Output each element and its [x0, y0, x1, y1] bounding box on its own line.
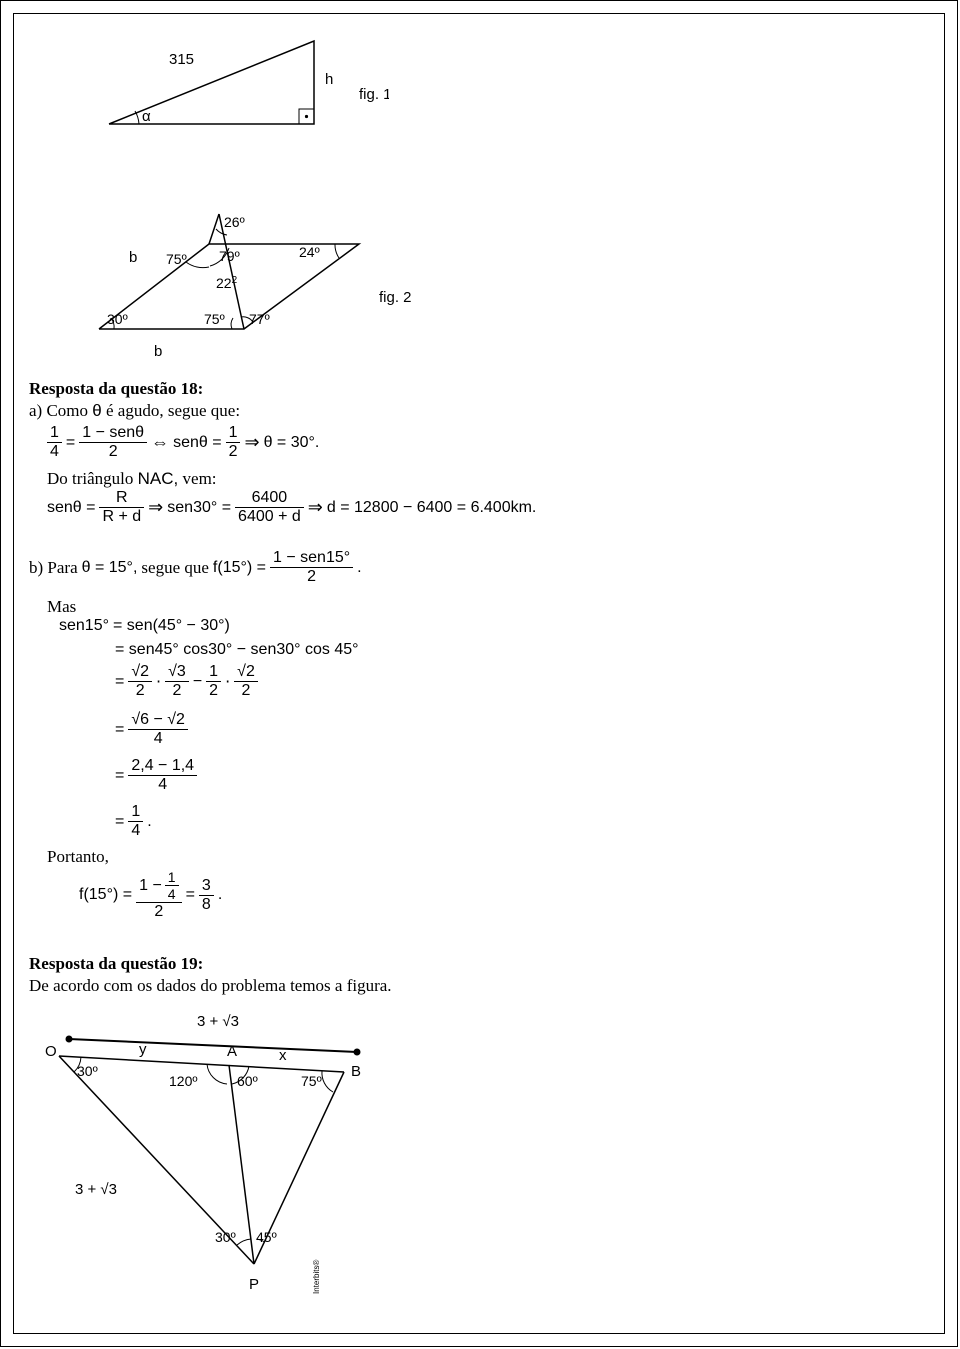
fig1-h-label: h: [325, 71, 333, 88]
q19-30a: 30º: [77, 1063, 98, 1079]
figure-2: 26º 79º 24º 75º 75º 77º 30º 222 b b fig.…: [69, 184, 449, 374]
fig2-79: 79º: [219, 248, 240, 264]
q19-B: B: [351, 1063, 361, 1080]
q19-60: 60º: [237, 1073, 258, 1089]
fig2-75b: 75º: [204, 311, 225, 327]
q18-tri-line: Do triângulo NAC, vem:: [47, 469, 217, 489]
q19-30b: 30º: [215, 1229, 236, 1245]
fig2-26: 26º: [224, 214, 245, 230]
q19-75: 75º: [301, 1073, 322, 1089]
q18-b-intro: b) Para θ = 15°, segue que f(15°) = 1 − …: [29, 549, 362, 586]
fig2-b-bottom: b: [154, 343, 162, 360]
q19-45: 45º: [256, 1229, 277, 1245]
q18-s1: sen15° = sen(45° − 30°): [59, 617, 230, 635]
fig2-b-top: b: [129, 249, 137, 266]
fig1-alpha-label: α: [142, 108, 151, 125]
q18-final: f(15°) = 1 − 14 2 = 38 .: [79, 869, 222, 921]
fig2-24: 24º: [299, 244, 320, 260]
fig2-22: 222: [216, 275, 238, 291]
q19-P: P: [249, 1276, 259, 1293]
q18-s4: = √6 − √24: [115, 711, 188, 748]
q19-intro: De acordo com os dados do problema temos…: [29, 976, 392, 996]
fig1-315-label: 315: [169, 51, 194, 68]
q18-s5: = 2,4 − 1,44: [115, 757, 197, 794]
q19-A: A: [227, 1043, 237, 1060]
fig2-30: 30º: [107, 311, 128, 327]
q19-y: y: [139, 1041, 147, 1058]
q19-3sqrt3-left: 3 + √3: [75, 1181, 117, 1198]
q18-a-intro: a) Como θ é agudo, segue que:: [29, 401, 240, 421]
page-content: 315 h α fig. 1 26º 79º 24º 75º: [29, 29, 929, 1318]
q19-120: 120º: [169, 1073, 197, 1089]
q18-eq2: senθ = RR + d ⇒ sen30° = 64006400 + d ⇒ …: [47, 489, 536, 526]
fig2-caption: fig. 2: [379, 289, 412, 306]
q18-s3: = √22 ⋅ √32 − 12 ⋅ √22: [115, 663, 258, 700]
document-page: 315 h α fig. 1 26º 79º 24º 75º: [0, 0, 958, 1347]
fig2-75a: 75º: [166, 251, 187, 267]
q19-x: x: [279, 1047, 287, 1064]
figure-q19: 3 + √3 O A B y x 30º 120º 60º 75º 3 + √3…: [39, 1004, 399, 1314]
q18-eq1: 14 = 1 − senθ2 ⇔ senθ = 12 ⇒ θ = 30°.: [47, 424, 319, 461]
fig1-caption: fig. 1: [359, 86, 389, 103]
fig2-77: 77º: [249, 311, 270, 327]
q19-interbits: Interbits®: [312, 1260, 321, 1294]
figure-1: 315 h α fig. 1: [69, 29, 389, 139]
q18-mas: Mas: [47, 597, 76, 617]
q19-O: O: [45, 1043, 57, 1060]
q19-heading: Resposta da questão 19:: [29, 954, 203, 974]
q18-heading: Resposta da questão 18:: [29, 379, 203, 399]
q18-s2: = sen45° cos30° − sen30° cos 45°: [115, 641, 359, 659]
q18-portanto: Portanto,: [47, 847, 109, 867]
q19-3sqrt3-top: 3 + √3: [197, 1013, 239, 1030]
q18-s6: = 14 .: [115, 803, 152, 840]
